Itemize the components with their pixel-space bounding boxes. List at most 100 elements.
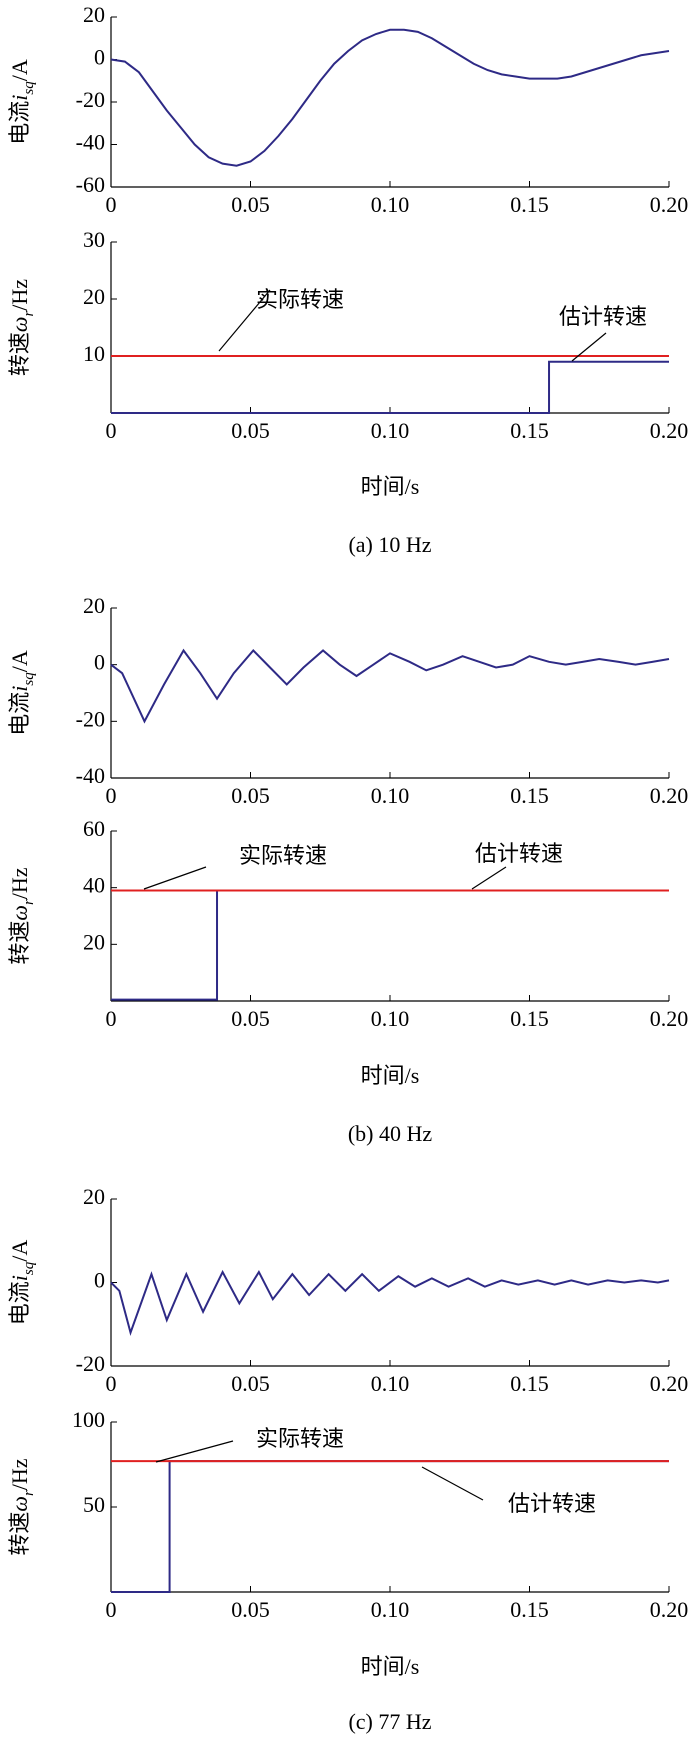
x-tick-label: 0.10	[371, 418, 410, 443]
y-axis-label-part: 电流	[7, 692, 32, 736]
y-axis-label-part: /A	[7, 1240, 32, 1262]
x-tick-label: 0.05	[231, 1597, 270, 1622]
x-tick-label: 0.20	[650, 783, 689, 808]
y-axis-label-part: 电流	[7, 101, 32, 145]
x-tick-label: 0.15	[510, 783, 549, 808]
subplot: -60 -40 -20 0 20 0 0.05 0.10 0.15 0.20 电流isq/A	[7, 2, 688, 217]
data-line	[110, 648, 670, 724]
x-tick-label: 0	[106, 1371, 117, 1396]
y-axis-label-part: sq	[21, 81, 37, 95]
y-tick-label: 60	[83, 816, 105, 841]
x-tick-label: 0.20	[650, 1371, 689, 1396]
y-tick-label: 20	[83, 284, 105, 309]
y-axis-label-part: /Hz	[7, 867, 32, 899]
y-axis-label: 转速ωr/Hz	[7, 1458, 37, 1555]
y-tick-label: 0	[94, 45, 105, 70]
caption: (c) 77 Hz	[348, 1709, 431, 1734]
y-tick-label: 40	[83, 873, 105, 898]
subplot: 10 20 30 0 0.05 0.10 0.15 0.20 转速ωr/Hz 实际转速估计转速时间…	[7, 227, 688, 557]
x-tick-label: 0.10	[371, 1597, 410, 1622]
subplot: 50 100 0 0.05 0.10 0.15 0.20 转速ωr/Hz 实际转速估计转速时间/…	[7, 1407, 688, 1734]
y-tick-label: 20	[83, 2, 105, 27]
y-axis-label-part: sq	[21, 1261, 37, 1275]
y-axis-label: 电流isq/A	[7, 1240, 37, 1326]
y-axis-label: 转速ωr/Hz	[7, 279, 37, 376]
y-tick-label: 20	[83, 929, 105, 954]
x-tick-label: 0	[106, 418, 117, 443]
y-axis-label: 电流isq/A	[7, 650, 37, 736]
y-axis-label-part: /Hz	[7, 1458, 32, 1490]
data-line	[111, 360, 669, 414]
data-line	[110, 28, 670, 167]
x-tick-label: 0.15	[510, 1371, 549, 1396]
y-tick-label: -20	[76, 706, 105, 731]
y-axis-label-part: ω	[7, 1496, 32, 1512]
y-axis-label-part: r	[21, 899, 37, 905]
y-axis-label-part: /A	[7, 59, 32, 81]
x-tick-label: 0	[106, 783, 117, 808]
y-axis-label-part: r	[21, 311, 37, 317]
annotation: 估计转速	[559, 304, 647, 329]
x-tick-label: 0.20	[650, 192, 689, 217]
y-axis-label-part: 转速	[7, 1512, 32, 1556]
y-axis-label-part: 转速	[7, 332, 32, 376]
y-axis-label-part: i	[7, 95, 32, 101]
annotation: 估计转速	[508, 1491, 596, 1516]
x-tick-label: 0.05	[231, 783, 270, 808]
y-tick-label: -20	[76, 1351, 105, 1376]
x-tick-label: 0.05	[231, 418, 270, 443]
subplot: 20 40 60 0 0.05 0.10 0.15 0.20 转速ωr/Hz 实际转速 估计转速时间…	[7, 816, 688, 1146]
y-tick-label: 10	[83, 341, 105, 366]
y-tick-label: -60	[76, 172, 105, 197]
data-line	[111, 889, 669, 1001]
y-tick-label: 100	[72, 1407, 105, 1432]
y-axis-label-part: /Hz	[7, 279, 32, 311]
y-axis-label-part: i	[7, 686, 32, 692]
y-tick-label: 0	[94, 1268, 105, 1293]
x-tick-label: 0.05	[231, 1371, 270, 1396]
annotation-leader	[218, 289, 271, 352]
x-tick-label: 0.20	[650, 1597, 689, 1622]
y-axis-label-part: r	[21, 1490, 37, 1496]
y-axis-label: 转速ωr/Hz	[7, 867, 37, 964]
y-tick-label: 20	[83, 593, 105, 618]
x-tick-label: 0.20	[650, 1006, 689, 1031]
y-tick-label: -20	[76, 87, 105, 112]
data-line	[111, 1460, 669, 1593]
caption: (a) 10 Hz	[348, 532, 431, 557]
y-tick-label: 30	[83, 227, 105, 252]
x-axis-label: 时间/s	[361, 474, 420, 499]
y-tick-label: 50	[83, 1492, 105, 1517]
annotation-leader	[155, 1440, 234, 1463]
x-tick-label: 0.10	[371, 1006, 410, 1031]
annotation-leader	[571, 332, 607, 362]
caption: (b) 40 Hz	[348, 1121, 433, 1146]
x-tick-label: 0.15	[510, 418, 549, 443]
y-tick-label: -40	[76, 763, 105, 788]
x-tick-label: 0.10	[371, 783, 410, 808]
x-tick-label: 0	[106, 1006, 117, 1031]
x-tick-label: 0.15	[510, 1597, 549, 1622]
x-axis-label: 时间/s	[361, 1654, 420, 1679]
x-tick-label: 0.15	[510, 1006, 549, 1031]
y-tick-label: -40	[76, 130, 105, 155]
x-tick-label: 0.20	[650, 418, 689, 443]
annotation-leader	[421, 1466, 484, 1501]
annotation-leader	[471, 866, 507, 890]
y-axis-label-part: i	[7, 1275, 32, 1281]
annotation: 实际转速	[256, 1426, 344, 1451]
x-tick-label: 0	[106, 1597, 117, 1622]
y-axis-label: 电流isq/A	[7, 59, 37, 145]
x-axis-label: 时间/s	[361, 1063, 420, 1088]
annotation-leader	[143, 866, 207, 890]
y-axis-label-part: ω	[7, 317, 32, 333]
subplot: -40 -20 0 20 0 0.05 0.10 0.15 0.20 电流isq/A	[7, 593, 688, 808]
y-axis-label-part: 转速	[7, 921, 32, 965]
y-tick-label: 0	[94, 650, 105, 675]
annotation: 实际转速	[256, 287, 344, 312]
y-tick-label: 20	[83, 1184, 105, 1209]
x-tick-label: 0	[106, 192, 117, 217]
annotation: 实际转速	[239, 843, 327, 868]
